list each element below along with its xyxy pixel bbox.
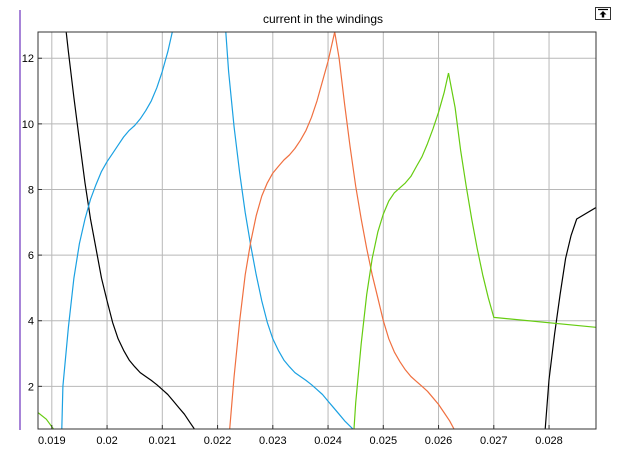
x-tick-label: 0.028 bbox=[535, 435, 563, 447]
series-line-0 bbox=[65, 32, 195, 429]
x-tick-label: 0.022 bbox=[204, 435, 232, 447]
x-tick-label: 0.019 bbox=[38, 435, 66, 447]
x-tick-label: 0.025 bbox=[370, 435, 398, 447]
y-tick-label: 12 bbox=[22, 53, 34, 65]
y-tick-label: 6 bbox=[28, 250, 34, 262]
y-tick-label: 4 bbox=[28, 316, 34, 328]
series-line-2 bbox=[61, 32, 173, 429]
grid-layer bbox=[38, 32, 596, 429]
x-tick-label: 0.02 bbox=[96, 435, 117, 447]
series-line-6 bbox=[38, 412, 54, 429]
series-line-5 bbox=[334, 32, 455, 429]
y-tick-label: 8 bbox=[28, 184, 34, 196]
export-arrow-icon bbox=[598, 8, 608, 18]
y-tick-label: 10 bbox=[22, 119, 34, 131]
series-line-4 bbox=[229, 32, 336, 429]
x-tick-label: 0.021 bbox=[149, 435, 177, 447]
series-line-1 bbox=[544, 206, 596, 429]
series-line-3 bbox=[225, 32, 354, 429]
chart-title: current in the windings bbox=[263, 12, 383, 26]
tick-layer: 0.019 0.02 0.021 0.022 0.023 0.024 0.025 0.026 0… bbox=[22, 53, 563, 447]
x-tick-label: 0.027 bbox=[480, 435, 508, 447]
x-tick-label: 0.024 bbox=[314, 435, 342, 447]
series-line-7 bbox=[353, 72, 450, 429]
series-line-8 bbox=[447, 72, 596, 328]
x-tick-label: 0.026 bbox=[425, 435, 453, 447]
series-layer bbox=[38, 32, 596, 429]
export-button[interactable] bbox=[595, 7, 611, 20]
x-tick-label: 0.023 bbox=[259, 435, 287, 447]
y-tick-label: 2 bbox=[28, 381, 34, 393]
axes-box bbox=[37, 31, 597, 430]
